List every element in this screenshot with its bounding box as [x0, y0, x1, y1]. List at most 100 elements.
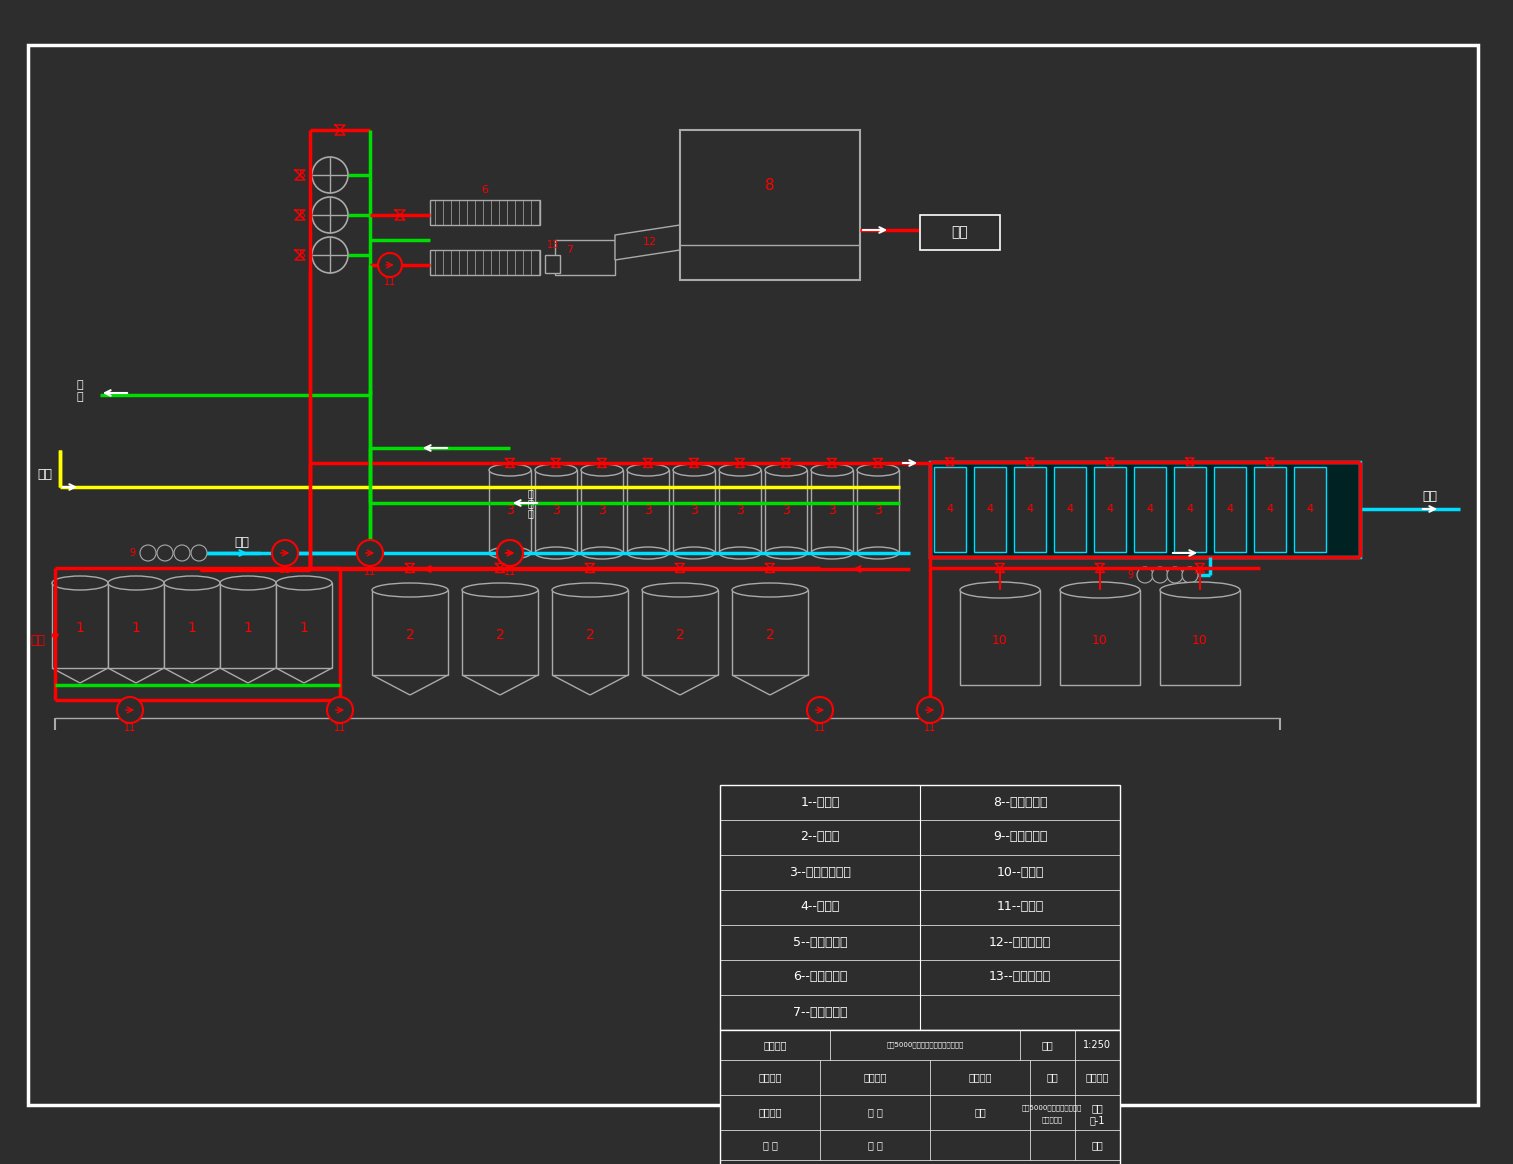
Text: 3: 3: [782, 504, 790, 517]
Text: 10: 10: [993, 633, 1008, 646]
Text: 冷: 冷: [527, 488, 533, 498]
Bar: [679, 130, 859, 281]
Bar: [430, 250, 540, 275]
Circle shape: [496, 540, 523, 566]
Bar: [163, 583, 219, 668]
Ellipse shape: [766, 547, 806, 559]
Circle shape: [272, 540, 298, 566]
Text: 3: 3: [645, 504, 652, 517]
Bar: [811, 470, 853, 553]
Bar: [934, 467, 965, 552]
Bar: [1135, 467, 1167, 552]
Circle shape: [917, 697, 943, 723]
Ellipse shape: [1061, 582, 1139, 598]
Text: 11--离心泵: 11--离心泵: [997, 901, 1044, 914]
Bar: [1254, 467, 1286, 552]
Ellipse shape: [961, 582, 1039, 598]
Text: 年产5000吨活性干酵母车间: 年产5000吨活性干酵母车间: [1021, 1105, 1082, 1112]
Text: 6: 6: [481, 185, 489, 196]
Text: 10: 10: [1092, 633, 1108, 646]
Text: 3: 3: [875, 504, 882, 517]
Bar: [974, 467, 1006, 552]
Ellipse shape: [536, 547, 576, 559]
Ellipse shape: [856, 547, 899, 559]
Text: 1: 1: [188, 622, 197, 636]
Text: 2: 2: [676, 629, 684, 643]
Bar: [430, 200, 540, 225]
Ellipse shape: [489, 547, 531, 559]
Text: 4: 4: [1186, 504, 1194, 514]
Circle shape: [496, 540, 523, 566]
Bar: [1014, 467, 1045, 552]
Circle shape: [1182, 567, 1198, 583]
Text: 设 计: 设 计: [867, 1107, 882, 1117]
Ellipse shape: [552, 583, 628, 597]
Ellipse shape: [489, 464, 531, 476]
Text: 4: 4: [1147, 504, 1153, 514]
Circle shape: [174, 545, 191, 561]
Bar: [536, 470, 576, 553]
Circle shape: [157, 545, 172, 561]
Text: 4--种子罐: 4--种子罐: [800, 901, 840, 914]
Text: 10: 10: [1192, 633, 1207, 646]
Text: 工程名称: 工程名称: [763, 1039, 787, 1050]
Text: 11: 11: [334, 723, 346, 733]
Text: 3--气升式发酵罐: 3--气升式发酵罐: [790, 866, 850, 879]
Text: 6--板框压滤机: 6--板框压滤机: [793, 971, 847, 984]
Text: 4: 4: [1067, 504, 1074, 514]
Bar: [555, 240, 614, 275]
Bar: [489, 470, 531, 553]
Text: 1:250: 1:250: [1083, 1039, 1111, 1050]
Circle shape: [191, 545, 207, 561]
Text: 日期: 日期: [1091, 1140, 1103, 1150]
Bar: [856, 470, 899, 553]
Ellipse shape: [163, 576, 219, 590]
Text: 11: 11: [124, 723, 136, 733]
Ellipse shape: [372, 583, 448, 597]
Ellipse shape: [1160, 582, 1241, 598]
Text: 11: 11: [504, 567, 516, 577]
Circle shape: [1151, 567, 1168, 583]
Text: 9--罗茨鼓风机: 9--罗茨鼓风机: [993, 830, 1047, 844]
Text: 10--流加罐: 10--流加罐: [997, 866, 1044, 879]
Text: 专业负责: 专业负责: [864, 1072, 887, 1083]
Circle shape: [1167, 567, 1183, 583]
Text: 3: 3: [505, 504, 514, 517]
Text: 9: 9: [1127, 570, 1133, 580]
Circle shape: [312, 157, 348, 193]
Text: 11: 11: [384, 277, 396, 288]
Text: 2: 2: [405, 629, 415, 643]
Text: 8--沸腾干燥床: 8--沸腾干燥床: [993, 795, 1047, 809]
Text: 项目负责: 项目负责: [758, 1072, 782, 1083]
Text: 建设单位: 建设单位: [968, 1072, 991, 1083]
Bar: [920, 215, 1000, 250]
Text: 比例: 比例: [1041, 1039, 1053, 1050]
Bar: [1160, 590, 1241, 684]
Text: 3: 3: [735, 504, 744, 517]
Text: 4: 4: [1026, 504, 1033, 514]
Text: 艺-1: 艺-1: [1089, 1115, 1104, 1124]
Polygon shape: [614, 225, 679, 260]
Ellipse shape: [461, 583, 539, 597]
Bar: [461, 590, 539, 675]
Bar: [51, 583, 107, 668]
Bar: [961, 590, 1039, 684]
Ellipse shape: [673, 547, 716, 559]
Circle shape: [378, 253, 402, 277]
Text: 1: 1: [132, 622, 141, 636]
Text: 酵母: 酵母: [952, 225, 968, 239]
Text: 图名: 图名: [974, 1107, 986, 1117]
Text: 5: 5: [298, 210, 306, 220]
Ellipse shape: [626, 547, 669, 559]
Bar: [930, 462, 1360, 558]
Text: 4: 4: [1306, 504, 1313, 514]
Bar: [1174, 467, 1206, 552]
Ellipse shape: [673, 464, 716, 476]
Ellipse shape: [811, 464, 853, 476]
Text: 4: 4: [986, 504, 994, 514]
Bar: [1094, 467, 1126, 552]
Bar: [545, 255, 560, 274]
Ellipse shape: [275, 576, 331, 590]
Text: 专业: 专业: [1045, 1072, 1058, 1083]
Text: 糖浆: 糖浆: [30, 633, 45, 646]
